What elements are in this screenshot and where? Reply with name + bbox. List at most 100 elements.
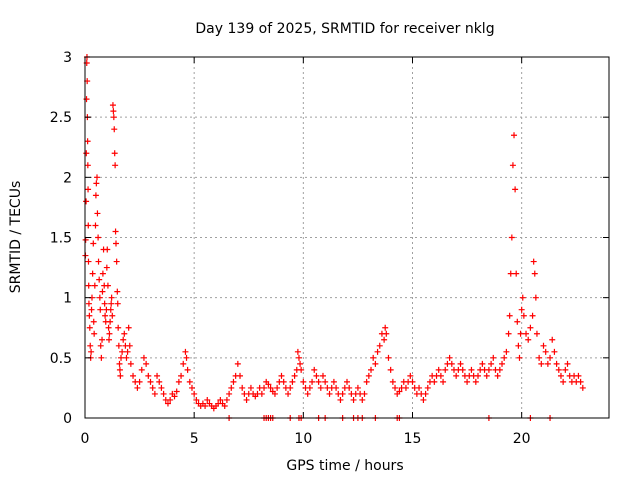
data-point [468,366,475,373]
data-point [97,342,104,349]
data-point [420,396,427,403]
data-point [101,300,108,307]
data-point [149,384,156,391]
data-point [555,366,562,373]
data-point [112,228,119,235]
data-point [306,384,313,391]
data-point [110,114,117,121]
grid-lines [85,57,609,418]
data-point [577,378,584,385]
data-point [87,342,94,349]
data-point [501,354,508,361]
data-point [158,384,165,391]
data-point [184,366,191,373]
data-point [440,378,447,385]
data-point [154,372,161,379]
data-point [361,390,368,397]
data-point [108,300,115,307]
data-point [156,378,163,385]
data-point [84,162,91,169]
data-point [315,378,322,385]
data-point [313,372,320,379]
data-point [396,388,403,395]
data-point [333,384,340,391]
data-point [549,336,556,343]
data-point [544,360,551,367]
data-point [228,384,235,391]
data-point [85,282,92,289]
data-point [370,354,377,361]
data-point [383,330,390,337]
data-point [459,366,466,373]
data-point [114,288,121,295]
data-point [230,378,237,385]
data-point [171,393,178,400]
data-point [95,258,102,265]
data-point [90,240,97,247]
data-point [376,342,383,349]
data-point [368,366,375,373]
y-tick-label: 1 [63,291,72,307]
data-point [291,372,298,379]
data-point [84,138,91,145]
data-point [295,354,302,361]
data-point [490,354,497,361]
data-point [365,372,372,379]
data-point [494,372,501,379]
data-point [188,384,195,391]
data-point [520,312,527,319]
data-point [186,378,193,385]
data-point [113,258,120,265]
data-point [372,360,379,367]
y-tick-label: 0 [63,411,72,427]
data-point [530,258,537,265]
data-point [120,336,127,343]
data-point [267,384,274,391]
data-point [475,372,481,379]
data-point [126,342,133,349]
data-point [99,270,106,277]
data-point [147,378,154,385]
data-point [424,384,431,391]
data-point [499,360,506,367]
data-point [505,330,512,337]
data-point [96,294,103,301]
data-point [173,388,180,395]
data-point [83,150,90,157]
data-point [309,378,316,385]
data-point [532,294,539,301]
data-point [111,126,118,133]
data-point [134,384,141,391]
y-tick-label: 0.5 [50,351,72,367]
data-point [124,348,131,355]
data-point [112,162,119,169]
data-point [183,354,190,361]
data-point [143,360,150,367]
data-point [116,366,123,373]
data-point [319,372,326,379]
data-point [121,330,128,337]
x-tick-label: 0 [81,431,90,447]
data-point [117,372,124,379]
data-point [435,366,442,373]
data-point [91,282,98,289]
chart-title: Day 139 of 2025, SRMTID for receiver nkl… [195,21,494,37]
data-point [392,384,399,391]
data-point [507,270,514,277]
data-point [243,396,250,403]
data-point [102,312,109,319]
data-point [280,378,287,385]
data-point [116,360,123,367]
data-point [527,324,534,331]
data-point [503,348,510,355]
data-point [540,342,547,349]
data-point [359,396,366,403]
data-point [175,378,182,385]
data-point [579,384,586,391]
data-point [525,336,532,343]
data-point [562,366,569,373]
y-tick-label: 1.5 [50,231,72,247]
data-point [346,384,353,391]
data-point [191,390,198,397]
data-point [86,324,93,331]
